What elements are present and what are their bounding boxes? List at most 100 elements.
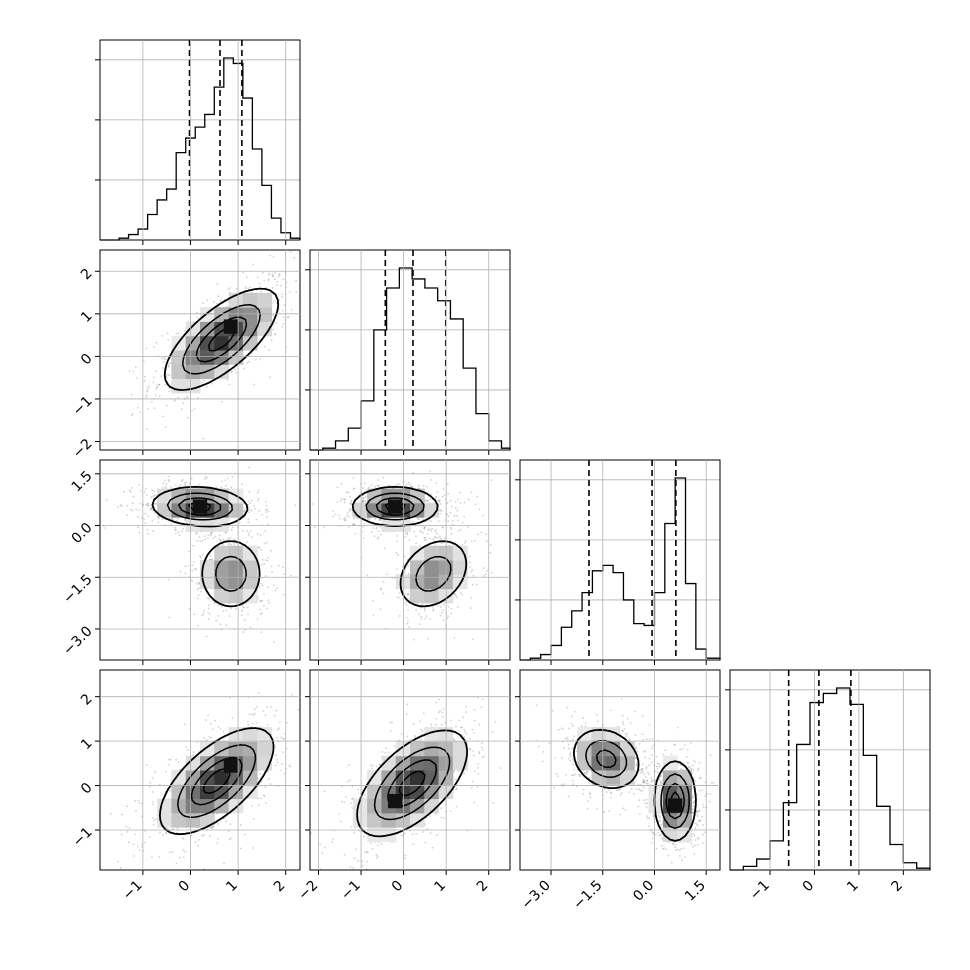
sample-point <box>267 278 270 281</box>
sample-point <box>165 469 167 471</box>
sample-point <box>588 776 591 779</box>
sample-point <box>618 788 621 791</box>
sample-point <box>201 539 204 542</box>
sample-point <box>348 509 351 512</box>
sample-point <box>455 594 458 597</box>
sample-point <box>396 534 399 537</box>
sample-point <box>651 747 654 750</box>
sample-point <box>420 615 423 618</box>
sample-point <box>228 838 231 841</box>
sample-point <box>174 483 177 486</box>
sample-point <box>251 804 254 807</box>
density-cell <box>242 545 258 561</box>
sample-point <box>143 491 146 493</box>
x-tick-label: 1 <box>844 878 862 896</box>
sample-point <box>369 764 372 767</box>
sample-point <box>541 760 544 763</box>
sample-point <box>150 507 153 510</box>
sample-point <box>376 855 379 858</box>
sample-point <box>426 827 429 830</box>
sample-point <box>196 741 199 744</box>
sample-point <box>199 540 202 542</box>
scatter-panel-1 <box>76 241 330 471</box>
sample-point <box>345 796 347 798</box>
sample-point <box>444 721 447 724</box>
sample-point <box>76 418 78 420</box>
sample-point <box>162 482 165 485</box>
sample-point <box>463 515 466 518</box>
sample-point <box>494 721 497 723</box>
sample-point <box>396 540 399 543</box>
density-cell <box>200 517 215 532</box>
sample-point <box>363 482 366 485</box>
sample-point <box>447 493 449 495</box>
sample-point <box>132 855 135 857</box>
contour-line <box>177 744 257 819</box>
sample-point <box>246 540 249 543</box>
sample-point <box>447 605 450 608</box>
sample-point <box>218 537 220 540</box>
sample-point <box>168 374 171 376</box>
sample-point <box>454 501 457 504</box>
density-cell <box>257 321 272 337</box>
sample-point <box>352 867 354 869</box>
sample-point <box>260 563 263 566</box>
sample-point <box>279 769 282 772</box>
density-cell <box>214 335 230 351</box>
sample-point <box>639 789 642 792</box>
sample-point <box>231 716 234 719</box>
sample-point <box>244 628 247 631</box>
sample-point <box>554 757 557 759</box>
density-cell <box>185 364 201 380</box>
sample-point <box>328 241 330 243</box>
sample-point <box>260 582 262 585</box>
sample-point <box>345 491 348 494</box>
x-tick-label: 0 <box>800 878 818 896</box>
sample-point <box>177 761 180 763</box>
sample-point <box>351 798 353 800</box>
sample-point <box>354 848 357 851</box>
sample-point <box>440 542 443 545</box>
sample-point <box>332 515 335 518</box>
sample-point <box>455 788 457 791</box>
sample-point <box>376 537 379 540</box>
sample-point <box>241 609 244 612</box>
density-cell <box>185 784 201 800</box>
sample-point <box>408 481 410 484</box>
sample-point <box>177 396 179 399</box>
sample-point <box>271 273 274 276</box>
sample-point <box>257 691 260 694</box>
sample-point <box>261 584 264 587</box>
sample-point <box>362 526 364 528</box>
sample-point <box>130 414 133 417</box>
sample-point <box>321 852 324 855</box>
sample-point <box>195 568 198 571</box>
sample-point <box>583 772 586 775</box>
sample-point <box>169 758 172 761</box>
sample-point <box>196 316 199 319</box>
sample-point <box>267 523 270 526</box>
sample-point <box>267 599 269 602</box>
sample-point <box>188 482 191 485</box>
sample-point <box>480 706 483 709</box>
sample-point <box>210 736 212 739</box>
sample-point <box>258 338 261 341</box>
sample-point <box>262 710 265 713</box>
sample-point <box>419 607 422 609</box>
density-cell <box>214 502 230 518</box>
density-cell <box>242 307 258 322</box>
density-cell <box>185 770 201 785</box>
sample-point <box>148 836 151 838</box>
sample-point <box>415 833 418 835</box>
panel-grid <box>550 460 707 665</box>
sample-point <box>440 807 442 810</box>
sample-point <box>205 739 208 741</box>
sample-point <box>266 508 268 511</box>
sample-point <box>208 613 211 616</box>
sample-point <box>483 755 485 758</box>
sample-point <box>274 589 277 592</box>
sample-point <box>242 606 245 609</box>
sample-point <box>404 532 407 535</box>
sample-point <box>450 719 452 722</box>
sample-point <box>275 587 278 590</box>
